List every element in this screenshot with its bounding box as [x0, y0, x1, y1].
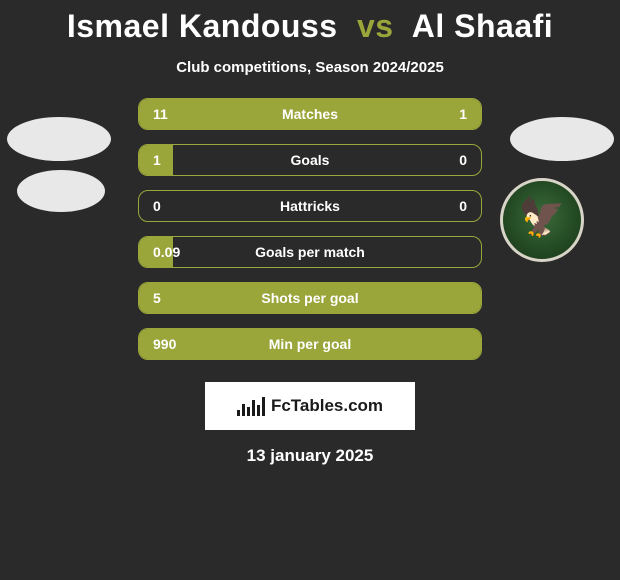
stat-row: 990Min per goal [138, 328, 482, 360]
stat-label: Goals [199, 152, 421, 168]
club-logo-ellipse-icon [17, 170, 105, 212]
club-crest-icon: 🦅 [500, 178, 584, 262]
stat-label: Min per goal [199, 336, 421, 352]
stat-value-left: 0 [139, 198, 199, 214]
bar-icon [247, 407, 250, 416]
stat-row: 1Goals0 [138, 144, 482, 176]
stat-row: 0Hattricks0 [138, 190, 482, 222]
stat-value-left: 1 [139, 152, 199, 168]
stat-label: Matches [199, 106, 421, 122]
stat-label: Goals per match [199, 244, 421, 260]
bar-icon [257, 405, 260, 416]
stat-label: Shots per goal [199, 290, 421, 306]
bar-icon [262, 397, 265, 416]
stat-row: 11Matches1 [138, 98, 482, 130]
bar-icon [242, 404, 245, 416]
stat-value-left: 11 [139, 106, 199, 122]
club-logo-ellipse-icon [7, 117, 111, 161]
stat-label: Hattricks [199, 198, 421, 214]
eagle-icon: 🦅 [518, 199, 565, 237]
stat-row: 5Shots per goal [138, 282, 482, 314]
club-logo-ellipse-icon [510, 117, 614, 161]
stat-value-left: 990 [139, 336, 199, 352]
fctables-badge: FcTables.com [205, 382, 415, 430]
stat-value-left: 5 [139, 290, 199, 306]
date-label: 13 january 2025 [0, 446, 620, 466]
vs-label: vs [357, 8, 394, 44]
stat-value-right: 1 [421, 106, 481, 122]
page-title: Ismael Kandouss vs Al Shaafi [0, 0, 620, 45]
subtitle: Club competitions, Season 2024/2025 [0, 59, 620, 76]
stat-row: 0.09Goals per match [138, 236, 482, 268]
fctables-label: FcTables.com [271, 396, 383, 416]
player1-name: Ismael Kandouss [67, 8, 338, 44]
stat-value-right: 0 [421, 152, 481, 168]
bar-icon [252, 400, 255, 416]
bar-icon [237, 410, 240, 416]
stat-value-right: 0 [421, 198, 481, 214]
player2-name: Al Shaafi [412, 8, 553, 44]
stat-value-left: 0.09 [139, 244, 199, 260]
fctables-bars-icon [237, 396, 265, 416]
